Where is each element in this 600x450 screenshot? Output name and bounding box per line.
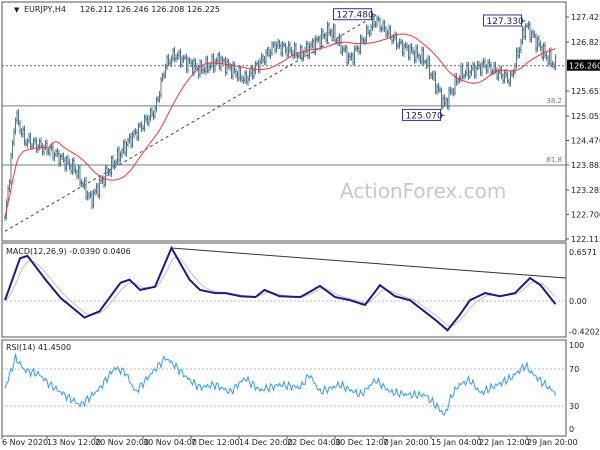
rsi-tick-label: 30 — [569, 402, 579, 411]
price-tick-label: 125.655 — [571, 87, 600, 96]
macd-title: MACD(12,26,9) -0.0390 0.0406 — [6, 247, 131, 256]
panel-frame-0 — [1, 1, 567, 242]
time-tick-label: 30 Nov 04:00 — [143, 438, 197, 447]
price-bar — [554, 54, 557, 71]
time-tick-label: 14 Dec 20:00 — [239, 438, 293, 447]
price-tick-label: 124.470 — [571, 137, 600, 146]
price-tick-label: 127.425 — [571, 13, 600, 22]
time-tick-label: 6 Nov 2020 — [2, 438, 48, 447]
panel-frame-1 — [1, 242, 567, 338]
macd-trendline — [171, 247, 567, 279]
panel-frame-2 — [1, 339, 567, 437]
price-tick-label: 126.825 — [571, 38, 600, 47]
price-tick-label: 122.700 — [571, 211, 600, 220]
time-tick-label: 13 Nov 12:00 — [47, 438, 101, 447]
macd-tick-label: 0.00 — [569, 297, 587, 306]
current-price-box — [567, 59, 600, 71]
price-tick-label: 123.885 — [571, 161, 600, 170]
current-price-label: 126.260 — [569, 62, 600, 71]
rsi-tick-label: 0 — [569, 425, 574, 434]
rsi-line — [4, 353, 556, 416]
time-tick-label: 22 Jan 12:00 — [479, 438, 530, 447]
rsi-tick-label: 70 — [569, 365, 579, 374]
rsi-tick-label: 100 — [569, 341, 584, 350]
dropdown-triangle-icon[interactable]: ▼ — [14, 6, 20, 14]
macd-tick-label: -0.4202 — [569, 327, 600, 336]
fib-label: 61.8 — [546, 156, 562, 164]
price-tick-label: 125.055 — [571, 112, 600, 121]
macd-line — [4, 245, 557, 332]
time-tick-label: 30 Dec 12:00 — [335, 438, 389, 447]
rsi-title: RSI(14) 41.4500 — [6, 343, 71, 352]
price-tick-label: 123.285 — [571, 186, 600, 195]
macd-tick-label: 0.6571 — [569, 248, 597, 257]
time-tick-label: 22 Dec 04:00 — [287, 438, 341, 447]
symbol-label: EURJPY,H4 — [24, 5, 66, 14]
time-tick-label: 20 Nov 20:00 — [95, 438, 149, 447]
price-annotation-label: 125.070 — [406, 111, 443, 121]
moving-average-line — [4, 33, 556, 218]
ohlc-readout: 126.212 126.246 126.208 126.225 — [80, 5, 220, 14]
time-tick-label: 29 Jan 20:00 — [527, 438, 578, 447]
price-annotation-label: 127.480 — [337, 11, 374, 21]
price-annotation-label: 127.330 — [487, 17, 524, 27]
time-tick-label: 7 Dec 12:00 — [191, 438, 240, 447]
macd-signal-line — [4, 256, 556, 327]
fib-label: 38.2 — [546, 97, 562, 105]
time-tick-label: 7 Jan 20:00 — [383, 438, 429, 447]
price-tick-label: 122.115 — [571, 235, 600, 244]
watermark: ActionForex.com — [340, 179, 506, 203]
time-tick-label: 15 Jan 04:00 — [431, 438, 482, 447]
